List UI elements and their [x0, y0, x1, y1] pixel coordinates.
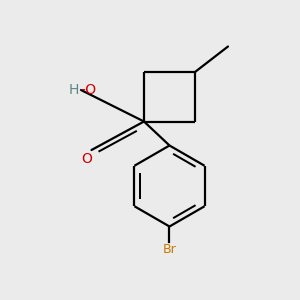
Text: O: O — [82, 152, 92, 167]
Text: -O: -O — [80, 83, 97, 97]
Text: H: H — [69, 83, 80, 97]
Text: Br: Br — [163, 243, 176, 256]
